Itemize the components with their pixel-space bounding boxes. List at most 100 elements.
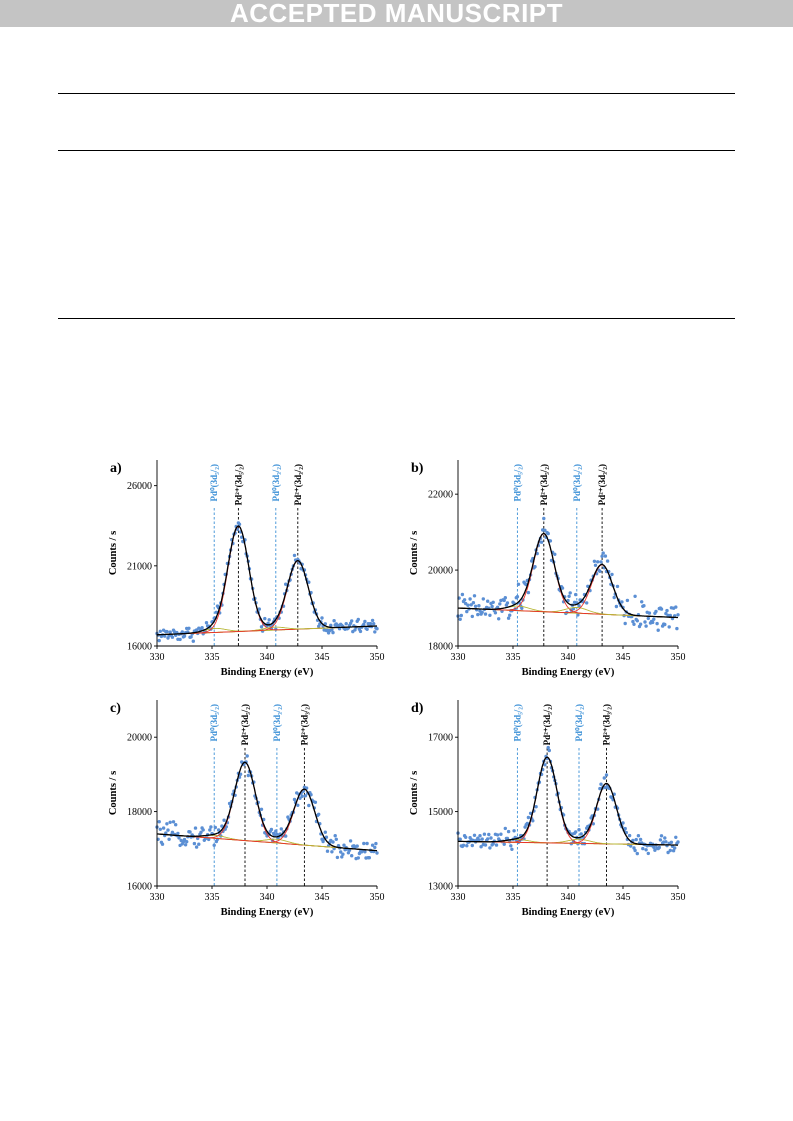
data-point xyxy=(520,606,524,610)
accepted-manuscript-banner: ACCEPTED MANUSCRIPT xyxy=(0,0,793,27)
data-point xyxy=(553,552,557,556)
data-point xyxy=(307,580,311,584)
data-point xyxy=(458,617,462,621)
data-point xyxy=(601,551,605,555)
data-point xyxy=(667,625,671,629)
data-point xyxy=(472,594,477,598)
x-tick-label: 330 xyxy=(150,892,165,903)
data-point xyxy=(193,826,198,830)
data-point xyxy=(157,820,161,824)
data-point xyxy=(483,843,488,847)
data-point xyxy=(170,830,175,834)
data-point xyxy=(208,828,212,832)
data-point xyxy=(171,820,176,824)
data-point xyxy=(491,842,495,846)
envelope-fit-curve xyxy=(458,756,678,846)
data-point xyxy=(204,621,209,625)
panel-letter: c) xyxy=(110,701,121,716)
x-tick-label: 340 xyxy=(260,652,275,663)
table-top-rule xyxy=(58,93,735,94)
y-tick-label: 13000 xyxy=(428,882,453,893)
envelope-fit-curve xyxy=(457,532,678,619)
data-point xyxy=(471,601,476,605)
data-point xyxy=(675,626,679,631)
data-point xyxy=(174,823,178,827)
data-point xyxy=(503,826,507,831)
data-point xyxy=(494,843,499,847)
y-tick-label: 15000 xyxy=(428,807,453,818)
data-point xyxy=(515,595,520,599)
data-point xyxy=(197,842,201,846)
data-point xyxy=(331,840,335,844)
x-tick-label: 350 xyxy=(671,652,686,663)
x-tick-label: 335 xyxy=(506,892,521,903)
data-point xyxy=(490,604,494,609)
data-point xyxy=(644,848,648,852)
data-point xyxy=(477,838,481,842)
y-axis-title: Counts / s xyxy=(409,771,420,815)
data-point xyxy=(323,622,327,626)
data-point xyxy=(473,604,478,608)
data-point xyxy=(503,596,507,600)
data-point xyxy=(598,569,602,573)
y-tick-label: 16000 xyxy=(127,642,152,653)
data-point xyxy=(502,842,506,846)
data-point xyxy=(330,628,334,632)
x-tick-label: 345 xyxy=(315,652,330,663)
data-point xyxy=(346,851,351,855)
data-point xyxy=(304,786,309,790)
data-point xyxy=(353,628,357,632)
data-point xyxy=(358,629,363,634)
x-tick-label: 340 xyxy=(561,652,576,663)
data-point xyxy=(329,623,333,627)
data-point xyxy=(512,829,516,833)
data-point xyxy=(462,598,467,602)
peak-label: Pd²⁺(3d₅/₂) xyxy=(539,464,549,505)
data-point xyxy=(646,616,650,621)
peak-label: Pd²⁺(3d₅/₂) xyxy=(240,704,250,745)
data-point xyxy=(238,772,243,776)
data-point xyxy=(663,622,667,627)
peak-label: Pd⁰(3d₅/₂) xyxy=(512,704,522,742)
data-point xyxy=(506,829,511,834)
data-point xyxy=(274,829,278,833)
x-tick-label: 335 xyxy=(205,652,220,663)
xps-chart-svg: a) 330 335 340 345 350 16000 21000 26000 Binding … xyxy=(108,460,385,678)
data-point xyxy=(373,630,377,634)
x-tick-label: 335 xyxy=(205,892,220,903)
data-point xyxy=(170,635,175,639)
data-point xyxy=(470,614,474,619)
data-point xyxy=(176,831,180,836)
data-point xyxy=(245,754,249,758)
data-point xyxy=(466,603,470,607)
data-point xyxy=(505,836,510,841)
xps-chart-panel-c: c) 330 335 340 345 350 16000 18000 20000 Binding … xyxy=(102,688,392,928)
data-point xyxy=(623,826,627,831)
data-point xyxy=(372,622,376,626)
data-point xyxy=(543,763,547,767)
data-point xyxy=(574,592,578,597)
data-point xyxy=(483,612,488,616)
peak-label: Pd⁰(3d₅/₂) xyxy=(209,704,219,742)
panel-letter: d) xyxy=(411,701,424,716)
pd2-component-curve xyxy=(157,526,377,636)
data-point xyxy=(227,801,232,806)
data-point xyxy=(505,601,510,605)
data-point xyxy=(356,856,360,860)
data-point xyxy=(313,800,318,804)
data-point xyxy=(568,591,572,595)
data-point xyxy=(674,605,678,609)
data-point xyxy=(332,619,336,623)
data-point xyxy=(355,844,359,848)
data-point xyxy=(344,622,348,626)
data-point xyxy=(638,837,643,842)
data-point xyxy=(468,597,472,601)
data-point xyxy=(350,619,354,623)
data-point xyxy=(576,613,580,617)
x-axis-title: Binding Energy (eV) xyxy=(221,907,314,918)
data-point xyxy=(200,626,204,630)
x-tick-label: 340 xyxy=(260,892,275,903)
data-point xyxy=(546,745,550,750)
data-point xyxy=(651,620,655,625)
data-point xyxy=(592,559,597,563)
